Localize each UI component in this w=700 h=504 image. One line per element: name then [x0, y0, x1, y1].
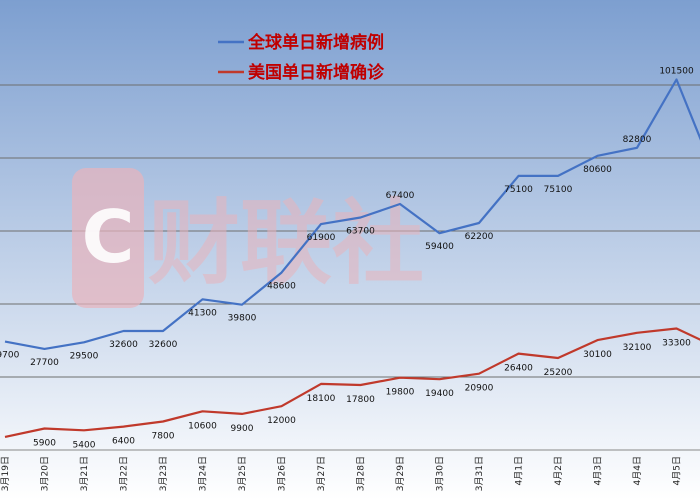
x-tick-label: 3月25日: [237, 456, 248, 491]
data-label: 29500: [70, 351, 99, 361]
data-label: 48600: [267, 282, 296, 292]
data-label: 5900: [33, 438, 56, 448]
legend-label: 全球单日新增病例: [247, 32, 384, 53]
data-label: 32600: [149, 340, 178, 350]
data-label: 26400: [504, 364, 533, 374]
x-tick-label: 3月22日: [119, 456, 130, 491]
data-label: 63700: [346, 226, 375, 236]
data-label: 101500: [659, 67, 694, 77]
x-tick-label: 3月28日: [356, 456, 367, 491]
x-tick-label: 4月4日: [632, 456, 643, 485]
data-label: 82800: [623, 135, 652, 145]
data-label: 75100: [504, 185, 533, 195]
data-label: 25200: [544, 368, 573, 378]
data-label: 19400: [425, 389, 454, 399]
data-label: 18100: [307, 394, 336, 404]
data-label: 20900: [465, 384, 494, 394]
data-label: 75100: [544, 185, 573, 195]
data-label: 10600: [188, 421, 217, 431]
watermark-logo-letter: C: [82, 195, 135, 279]
x-tick-label: 4月2日: [553, 456, 564, 485]
x-tick-label: 3月19日: [0, 456, 11, 491]
x-tick-label: 3月21日: [79, 456, 90, 491]
x-tick-label: 4月3日: [593, 456, 604, 485]
x-tick-label: 4月1日: [514, 456, 525, 485]
data-label: 12000: [267, 416, 296, 426]
x-tick-label: 3月29日: [395, 456, 406, 491]
x-tick-label: 3月26日: [277, 456, 288, 491]
data-label: 41300: [188, 308, 217, 318]
data-label: 5400: [73, 440, 96, 450]
x-tick-label: 4月5日: [672, 456, 683, 485]
data-label: 9900: [231, 424, 254, 434]
data-label: 7800: [152, 432, 175, 442]
data-label: 67400: [386, 191, 415, 201]
data-label: 62200: [465, 232, 494, 242]
x-tick-label: 3月24日: [198, 456, 209, 491]
x-tick-label: 3月31日: [474, 456, 485, 491]
x-tick-label: 3月20日: [40, 456, 51, 491]
data-label: 29700: [0, 351, 20, 361]
x-tick-label: 3月23日: [158, 456, 169, 491]
data-label: 19800: [386, 388, 415, 398]
data-label: 32100: [623, 343, 652, 353]
data-label: 59400: [425, 242, 454, 252]
x-tick-label: 3月27日: [316, 456, 327, 491]
data-label: 61900: [307, 233, 336, 243]
data-label: 33300: [662, 338, 691, 348]
data-label: 39800: [228, 314, 257, 324]
data-label: 30100: [583, 350, 612, 360]
data-label: 6400: [112, 437, 135, 447]
x-tick-label: 3月30日: [435, 456, 446, 491]
legend-label: 美国单日新增确诊: [248, 62, 385, 83]
data-label: 32600: [109, 340, 138, 350]
data-label: 27700: [30, 358, 59, 368]
data-label: 17800: [346, 395, 375, 405]
data-label: 80600: [583, 165, 612, 175]
